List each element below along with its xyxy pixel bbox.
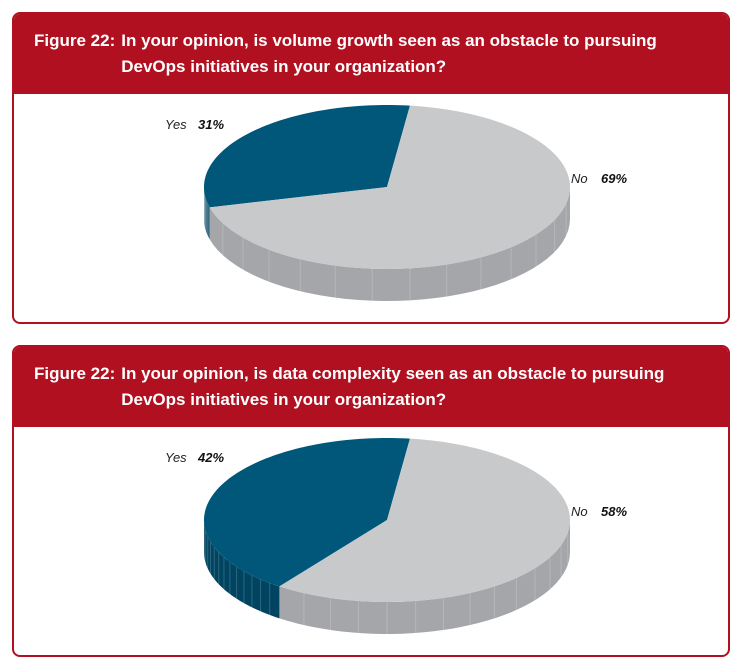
pie-slice-yes [204,105,410,208]
figure-header: Figure 22: In your opinion, is data comp… [14,347,728,427]
slice-label-yes-value: 31% [198,117,224,132]
pie-chart-data-complexity: Yes 42% No 58% [165,438,627,634]
slice-label-no-value: 69% [601,171,627,186]
slice-label-yes-name: Yes [165,450,187,465]
pie-slice-no [209,105,570,270]
pie-slice-yes [204,438,410,587]
pie-chart-volume-growth: Yes 31% No 69% [165,105,627,301]
slice-label-no-name: No [571,504,588,519]
slice-label-yes-name: Yes [165,117,187,132]
figure-panel-volume-growth: Figure 22: In your opinion, is volume gr… [12,12,730,324]
slice-label-no-name: No [571,171,588,186]
figure-panel-data-complexity: Figure 22: In your opinion, is data comp… [12,345,730,657]
figure-title: In your opinion, is data complexity seen… [121,364,665,409]
pie-side-yes [204,520,280,619]
figure-title: In your opinion, is volume growth seen a… [121,31,657,76]
slice-label-no-value: 58% [601,504,627,519]
pie-side-no [209,187,570,301]
pie-side-yes [204,187,210,240]
figure-label: Figure 22: [34,364,116,383]
slice-label-yes-value: 42% [197,450,224,465]
pie-side-no [279,520,570,634]
figure-header: Figure 22: In your opinion, is volume gr… [14,14,728,94]
pie-slice-no [279,438,570,602]
figure-label: Figure 22: [34,31,116,50]
